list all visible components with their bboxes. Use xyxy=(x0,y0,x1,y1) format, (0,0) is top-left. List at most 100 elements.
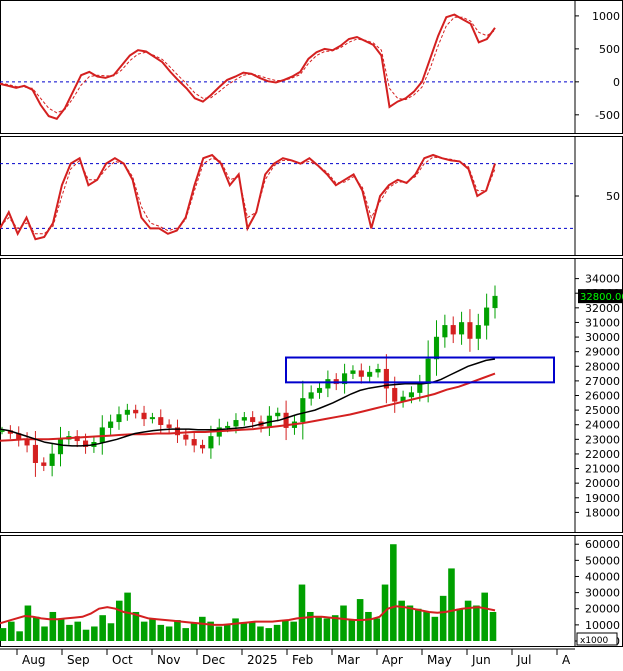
volume-bar xyxy=(199,616,206,641)
candle-body xyxy=(183,434,189,440)
volume-bar xyxy=(439,595,447,641)
volume-bar xyxy=(406,605,414,641)
volume-bar xyxy=(140,621,148,641)
macd-tick-label: 500 xyxy=(599,43,620,56)
volume-bar xyxy=(107,623,115,641)
price-tick-label: 34000 xyxy=(585,273,620,286)
candle-body xyxy=(467,322,473,339)
volume-bar xyxy=(290,621,297,641)
stochastic-panel xyxy=(0,136,623,256)
volume-bar xyxy=(8,621,15,641)
volume-bar xyxy=(223,624,231,641)
candle-body xyxy=(459,322,465,335)
candle-body xyxy=(367,371,373,377)
candle-body xyxy=(174,427,181,436)
volume-bar xyxy=(207,621,214,641)
volume-bar xyxy=(298,584,306,641)
x-axis-label: A xyxy=(562,653,571,667)
volume-bar xyxy=(282,620,289,641)
price-ma-short-line xyxy=(0,358,496,447)
volume-unit-box xyxy=(576,632,618,646)
last-price-label: 32800.00 xyxy=(580,292,623,303)
candle-body xyxy=(383,368,389,389)
volume-tick-label: 40000 xyxy=(585,570,620,583)
volume-bar xyxy=(32,616,40,641)
x-axis-label: May xyxy=(427,653,452,667)
candle-body xyxy=(358,370,364,377)
candle-body xyxy=(325,379,331,389)
x-axis-label: Mar xyxy=(337,653,360,667)
volume-bar xyxy=(57,618,65,641)
volume-bar xyxy=(456,608,464,641)
candle-body xyxy=(342,373,348,385)
volume-bar xyxy=(365,611,372,641)
macd-tick-label: 0 xyxy=(613,76,620,89)
candle-body xyxy=(350,370,356,374)
volume-bar xyxy=(340,605,347,641)
price-tick-label: 23000 xyxy=(585,433,620,446)
candle-body xyxy=(250,417,256,423)
volume-tick-label: 30000 xyxy=(585,587,620,600)
volume-bar xyxy=(66,624,73,641)
volume-bar xyxy=(481,592,488,641)
price-highlight-box xyxy=(285,356,555,384)
candle-body xyxy=(166,424,172,428)
candle-body xyxy=(0,430,5,432)
volume-bar xyxy=(149,618,156,641)
price-tick-label: 27000 xyxy=(585,375,620,388)
candle-body xyxy=(199,444,206,449)
x-axis-label: Feb xyxy=(292,653,313,667)
volume-bar xyxy=(248,621,256,641)
price-tick-label: 29000 xyxy=(585,346,620,359)
volume-bar xyxy=(323,618,331,641)
macd-line xyxy=(0,13,496,120)
volume-bar xyxy=(423,611,430,641)
volume-bar xyxy=(0,628,7,641)
volume-tick-label: 20000 xyxy=(585,603,620,616)
volume-bar xyxy=(257,626,264,641)
volume-bar xyxy=(448,568,455,641)
volume-bar xyxy=(331,615,339,641)
candle-body xyxy=(158,417,164,425)
volume-bar xyxy=(99,615,106,641)
candle-body xyxy=(375,368,381,373)
volume-bar xyxy=(91,626,98,641)
x-axis-label: Nov xyxy=(157,653,180,667)
candle-body xyxy=(283,412,289,428)
volume-bar xyxy=(315,616,322,641)
volume-bar xyxy=(390,544,397,641)
volume-bar xyxy=(115,600,123,641)
candle-body xyxy=(300,398,306,423)
volume-bar xyxy=(74,621,82,641)
candle-body xyxy=(83,440,89,447)
candle-body xyxy=(124,409,130,415)
candle-body xyxy=(233,420,239,427)
candle-body xyxy=(425,358,431,385)
volume-bar xyxy=(24,605,32,641)
last-price-label-bg xyxy=(578,289,622,304)
macd-tick-label: 1000 xyxy=(592,10,620,23)
candle-body xyxy=(99,427,105,443)
candle-body xyxy=(133,409,139,414)
candle-body xyxy=(492,295,498,309)
volume-bar xyxy=(307,611,314,641)
volume-bar xyxy=(414,608,422,641)
volume-bar xyxy=(265,628,273,641)
macd-tick-label: -500 xyxy=(595,109,620,122)
price-tick-label: 18000 xyxy=(585,506,620,519)
volume-bar xyxy=(431,616,439,641)
volume-bar xyxy=(489,611,497,641)
volume-bar xyxy=(132,611,140,641)
candle-body xyxy=(241,417,247,421)
candle-body xyxy=(417,383,423,393)
candle-body xyxy=(57,439,64,455)
price-tick-label: 32000 xyxy=(585,302,620,315)
candle-body xyxy=(392,387,398,402)
price-tick-label: 28000 xyxy=(585,360,620,373)
price-tick-label: 22000 xyxy=(585,448,620,461)
volume-bar xyxy=(464,600,472,641)
price-tick-label: 19000 xyxy=(585,492,620,505)
macd-panel xyxy=(0,0,623,134)
